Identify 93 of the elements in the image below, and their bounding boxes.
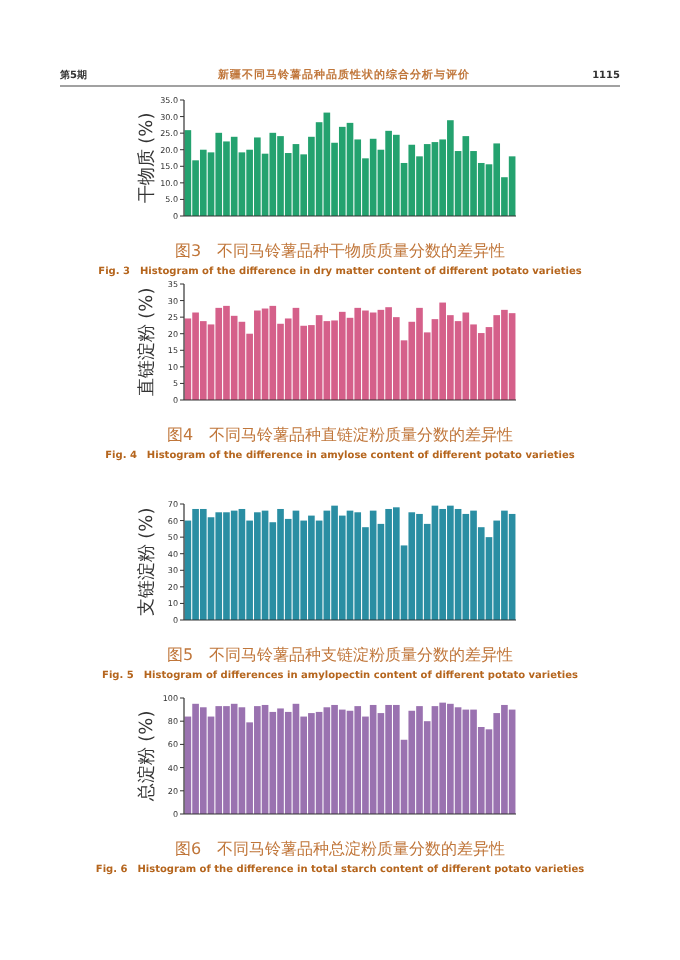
bar <box>501 510 508 620</box>
bar <box>431 706 439 814</box>
bar <box>423 144 431 216</box>
bar <box>230 136 238 216</box>
y-axis-title: 支链淀粉 (%) <box>136 507 158 617</box>
bar <box>308 515 315 620</box>
bar <box>462 136 470 216</box>
bar <box>393 134 400 216</box>
bar <box>223 141 230 216</box>
bar <box>269 132 277 216</box>
bar <box>454 508 462 620</box>
bar <box>338 126 346 216</box>
bar <box>369 704 377 814</box>
bar <box>192 703 199 814</box>
bar <box>385 508 392 620</box>
text: 图3 不同马铃薯品种干物质质量分数的差异性 <box>174 242 506 260</box>
bar <box>493 143 501 216</box>
bar <box>447 505 454 620</box>
bar <box>416 307 423 400</box>
bar <box>184 318 192 400</box>
bar <box>331 320 338 400</box>
bar <box>439 702 446 814</box>
bar <box>377 713 385 814</box>
bar <box>254 512 261 620</box>
bar <box>230 703 238 814</box>
text: 图5 不同马铃薯品种支链淀粉质量分数的差异性 <box>166 646 514 664</box>
bar <box>269 305 277 400</box>
bar <box>215 132 223 216</box>
bar <box>284 711 292 814</box>
bar <box>254 706 261 814</box>
bar <box>447 120 454 216</box>
bar <box>454 707 462 814</box>
bar <box>393 704 400 814</box>
bar <box>493 713 501 814</box>
bar <box>393 507 400 620</box>
bar <box>408 710 416 814</box>
bar <box>215 706 223 814</box>
y-axis-title: 直链淀粉 (%) <box>136 287 158 397</box>
bar <box>493 315 501 400</box>
bar <box>362 310 369 400</box>
bar <box>439 508 446 620</box>
bar <box>308 713 315 814</box>
y-axis-title: 干物质 (%) <box>136 112 158 204</box>
bar <box>223 706 230 814</box>
bar <box>192 508 199 620</box>
bar <box>408 144 416 216</box>
bar <box>462 312 470 400</box>
bar <box>230 510 238 620</box>
bar <box>354 307 362 400</box>
bar <box>331 505 338 620</box>
bar <box>416 513 423 620</box>
bar <box>323 707 331 814</box>
bar <box>261 704 269 814</box>
bar <box>254 310 261 400</box>
bar <box>416 706 423 814</box>
bar <box>215 512 223 620</box>
bar <box>199 321 207 400</box>
bar <box>207 517 215 620</box>
bar <box>215 307 223 400</box>
bar <box>223 305 230 400</box>
bar <box>199 508 207 620</box>
bar <box>277 136 284 216</box>
bar <box>238 508 246 620</box>
bar <box>385 307 392 400</box>
bar <box>447 703 454 814</box>
bar <box>223 512 230 620</box>
text: 图6 不同马铃薯品种总淀粉质量分数的差异性 <box>174 840 506 858</box>
bar <box>315 315 323 400</box>
bar <box>199 149 207 216</box>
y-axis-title: 总淀粉 (%) <box>136 710 158 804</box>
bar <box>254 137 261 216</box>
bar <box>354 706 362 814</box>
bar <box>238 707 246 814</box>
bar <box>338 709 346 814</box>
bar <box>470 709 477 814</box>
bar <box>354 512 362 620</box>
bar <box>331 704 338 814</box>
bar <box>269 711 277 814</box>
bar <box>277 508 284 620</box>
bar <box>501 309 508 400</box>
bar <box>462 709 470 814</box>
bar <box>385 130 392 216</box>
bar <box>470 510 477 620</box>
bar <box>277 708 284 814</box>
bar <box>408 512 416 620</box>
bar <box>439 302 446 400</box>
bar <box>462 513 470 620</box>
bar <box>338 311 346 400</box>
bar <box>385 704 392 814</box>
bar <box>199 707 207 814</box>
text: 图4 不同马铃薯品种直链淀粉质量分数的差异性 <box>166 426 514 444</box>
bar <box>501 704 508 814</box>
bar <box>192 312 199 400</box>
